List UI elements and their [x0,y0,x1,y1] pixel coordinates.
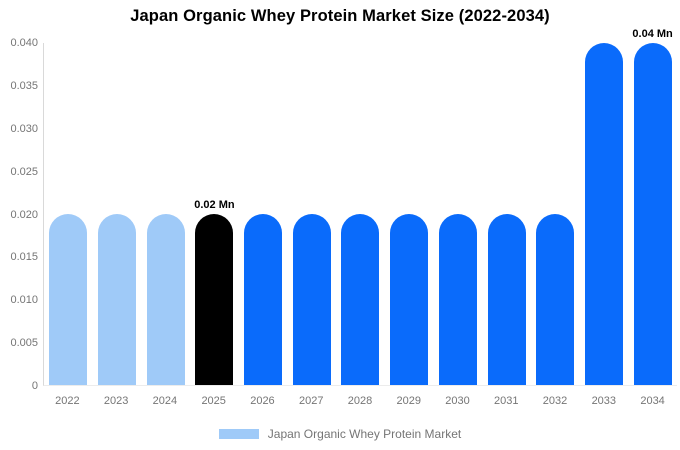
bar-slot-2030 [434,43,483,385]
legend-item[interactable]: Japan Organic Whey Protein Market [0,425,680,443]
x-tick-2023: 2023 [103,395,129,407]
bar-2028[interactable] [341,214,380,385]
bar-slot-2022 [44,43,93,385]
x-tick-2026: 2026 [250,395,275,407]
bar-2027[interactable] [292,214,331,385]
bar-2033[interactable] [584,43,623,385]
x-tick-2032: 2032 [542,395,568,407]
x-tick-2031: 2031 [494,395,519,407]
bar-2023[interactable] [98,214,137,385]
x-axis: 2022 2023 2024 2025 2026 2027 2028 2029 2030 2031… [43,395,677,407]
y-tick-0.020: 0.020 [10,208,38,221]
y-tick-0.040: 0.040 [10,37,38,49]
y-tick-0.005: 0.005 [10,337,38,350]
y-tick-0: 0 [31,380,38,392]
bar-2022[interactable] [49,214,88,385]
legend-swatch [218,429,259,439]
y-tick-0.030: 0.030 [10,122,38,135]
bar-2034[interactable]: 0.04 Mn [632,28,673,385]
x-tick-2024: 2024 [152,395,178,407]
bar-2032[interactable] [536,214,575,385]
legend-label: Japan Organic Whey Protein Market [267,427,462,441]
x-tick-2034: 2034 [640,395,665,407]
y-tick-0.010: 0.010 [10,294,38,307]
bar-2025[interactable]: 0.02 Mn [194,199,235,385]
bar-2031[interactable] [487,214,526,385]
x-tick-2033: 2033 [591,395,617,407]
x-tick-2025: 2025 [201,395,226,407]
bar-slot-2034: 0.04 Mn [628,28,677,385]
bar-slot-2031 [482,43,531,385]
bar-slot-2025: 0.02 Mn [190,43,239,385]
bar-2030[interactable] [438,214,477,385]
x-tick-2022: 2022 [55,395,80,407]
bar-slot-2027 [287,43,336,385]
data-label-2025: 0.02 Mn [194,199,235,211]
y-tick-0.015: 0.015 [10,251,38,264]
x-tick-2030: 2030 [445,395,470,407]
bar-2024[interactable] [146,214,185,385]
bar-slot-2024 [141,43,190,385]
bar-slot-2026 [239,43,288,385]
bar-slot-2029 [385,43,434,385]
bar-slot-2033 [580,43,629,385]
x-tick-2029: 2029 [396,395,421,407]
bar-slot-2032 [531,43,580,385]
bar-slot-2028 [336,43,385,385]
plot-area: 0.02 Mn 0.04 Mn [43,28,677,386]
x-tick-2028: 2028 [347,395,373,407]
bar-2026[interactable] [244,214,283,385]
y-axis: 0.040 0.035 0.030 0.025 0.020 0.015 0.010 0.005… [0,37,38,392]
y-tick-0.025: 0.025 [10,165,38,178]
bar-slot-2023 [93,43,142,385]
x-tick-2027: 2027 [298,395,324,407]
bar-2029[interactable] [390,214,429,385]
chart-title: Japan Organic Whey Protein Market Size (… [130,7,550,25]
data-label-2034: 0.04 Mn [632,28,673,40]
y-tick-0.035: 0.035 [10,79,38,92]
